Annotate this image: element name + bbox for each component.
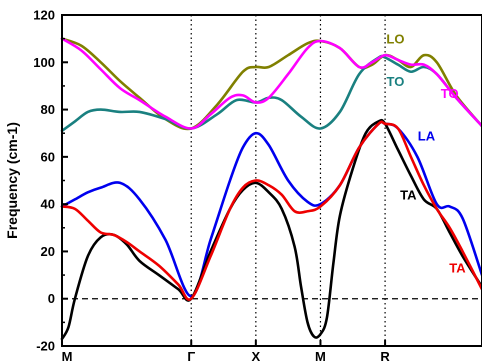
y-tick-label: 60 bbox=[41, 149, 55, 164]
y-tick-label: 100 bbox=[33, 55, 55, 70]
y-tick-label: 40 bbox=[41, 197, 55, 212]
series-line-lo-0 bbox=[60, 37, 482, 131]
y-axis-ticks: -20 0 20 40 60 80 100 120 bbox=[33, 8, 68, 354]
series-line-to-1 bbox=[60, 54, 482, 133]
series-annotation-ta: TA bbox=[449, 261, 466, 276]
y-tick-label: 80 bbox=[41, 102, 55, 117]
series-line-ta-5 bbox=[60, 120, 482, 301]
x-tick-label: X bbox=[252, 349, 261, 362]
x-tick-label: R bbox=[380, 349, 390, 362]
series-annotation-lo: LO bbox=[386, 31, 404, 46]
series-labels: LO TO TO LA TA TA bbox=[386, 31, 466, 275]
x-tick-label: M bbox=[315, 349, 326, 362]
y-tick-label: -20 bbox=[36, 339, 55, 354]
y-tick-label: 20 bbox=[41, 244, 55, 259]
y-tick-label: 120 bbox=[33, 8, 55, 23]
grid-layer bbox=[62, 15, 482, 346]
series-line-to-2 bbox=[60, 37, 482, 130]
x-tick-label: Γ bbox=[187, 349, 195, 362]
y-tick-label: 0 bbox=[48, 291, 55, 306]
series-line-la-3 bbox=[60, 120, 482, 298]
x-tick-label: M bbox=[62, 349, 73, 362]
series-line-ta-4 bbox=[60, 118, 482, 341]
series-annotation-to: TO bbox=[387, 74, 405, 89]
series-annotation-ta: TA bbox=[400, 187, 417, 202]
series-layer bbox=[60, 37, 482, 341]
series-annotation-to: TO bbox=[441, 86, 459, 101]
y-axis-label: Frequency (cm-1) bbox=[4, 122, 20, 239]
series-annotation-la: LA bbox=[418, 128, 436, 143]
